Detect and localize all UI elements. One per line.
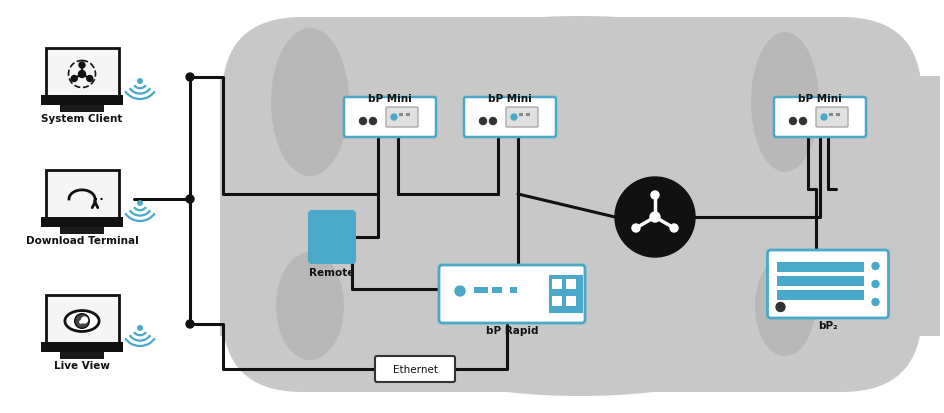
Text: Live View: Live View (54, 360, 110, 370)
Circle shape (872, 263, 879, 270)
FancyBboxPatch shape (375, 356, 455, 382)
Circle shape (81, 317, 88, 324)
Circle shape (87, 76, 93, 82)
FancyBboxPatch shape (399, 114, 403, 117)
FancyBboxPatch shape (519, 114, 523, 117)
FancyBboxPatch shape (344, 98, 436, 138)
FancyBboxPatch shape (552, 279, 562, 289)
Circle shape (138, 80, 143, 84)
Text: Remote: Remote (310, 267, 355, 277)
FancyBboxPatch shape (42, 96, 123, 106)
Ellipse shape (755, 256, 815, 356)
Circle shape (821, 115, 827, 121)
FancyBboxPatch shape (526, 114, 530, 117)
Circle shape (776, 303, 785, 312)
FancyBboxPatch shape (767, 250, 888, 318)
FancyBboxPatch shape (836, 114, 840, 117)
Circle shape (78, 71, 86, 78)
FancyBboxPatch shape (45, 48, 119, 97)
Circle shape (360, 118, 366, 125)
Circle shape (789, 118, 797, 125)
Text: System Client: System Client (42, 114, 123, 124)
Circle shape (186, 195, 194, 204)
Ellipse shape (271, 29, 349, 177)
Circle shape (872, 281, 879, 288)
FancyBboxPatch shape (59, 352, 105, 359)
Text: bP₂: bP₂ (818, 320, 838, 330)
Circle shape (651, 192, 659, 199)
Circle shape (511, 115, 517, 121)
FancyBboxPatch shape (59, 228, 105, 235)
FancyBboxPatch shape (220, 77, 300, 336)
FancyBboxPatch shape (42, 218, 123, 228)
Circle shape (186, 74, 194, 82)
Ellipse shape (65, 311, 99, 332)
FancyBboxPatch shape (774, 98, 866, 138)
Circle shape (480, 118, 486, 125)
Ellipse shape (276, 252, 344, 360)
FancyBboxPatch shape (474, 287, 488, 293)
Circle shape (71, 76, 77, 82)
Text: Download Terminal: Download Terminal (25, 235, 139, 245)
Circle shape (615, 178, 695, 257)
FancyBboxPatch shape (464, 98, 556, 138)
Circle shape (369, 118, 377, 125)
Text: Ethernet: Ethernet (393, 364, 437, 374)
Circle shape (632, 224, 640, 233)
FancyBboxPatch shape (222, 18, 922, 392)
FancyBboxPatch shape (406, 114, 410, 117)
Text: bP Mini: bP Mini (368, 94, 412, 104)
FancyBboxPatch shape (439, 266, 585, 323)
Circle shape (490, 118, 497, 125)
FancyBboxPatch shape (860, 77, 940, 336)
FancyBboxPatch shape (42, 342, 123, 352)
Circle shape (79, 63, 85, 69)
FancyBboxPatch shape (492, 287, 502, 293)
Text: bP Mini: bP Mini (488, 94, 531, 104)
FancyBboxPatch shape (506, 108, 538, 128)
Circle shape (138, 201, 143, 206)
FancyBboxPatch shape (829, 114, 833, 117)
FancyBboxPatch shape (309, 211, 355, 263)
FancyBboxPatch shape (566, 296, 576, 306)
Circle shape (800, 118, 806, 125)
Ellipse shape (751, 33, 819, 173)
Circle shape (670, 224, 678, 233)
Circle shape (455, 286, 465, 296)
Circle shape (138, 326, 143, 330)
FancyBboxPatch shape (59, 106, 105, 113)
FancyBboxPatch shape (552, 296, 562, 306)
FancyBboxPatch shape (45, 170, 119, 219)
Circle shape (79, 320, 83, 324)
Ellipse shape (220, 17, 940, 396)
FancyBboxPatch shape (777, 262, 864, 272)
Text: bP Rapid: bP Rapid (486, 325, 538, 335)
FancyBboxPatch shape (777, 290, 864, 300)
FancyBboxPatch shape (566, 279, 576, 289)
FancyBboxPatch shape (777, 276, 864, 286)
FancyBboxPatch shape (510, 287, 517, 293)
FancyBboxPatch shape (386, 108, 418, 128)
FancyBboxPatch shape (45, 295, 119, 344)
Circle shape (391, 115, 397, 121)
Circle shape (75, 314, 90, 328)
Text: bP Mini: bP Mini (798, 94, 842, 104)
FancyBboxPatch shape (550, 276, 582, 312)
Circle shape (872, 299, 879, 306)
FancyBboxPatch shape (816, 108, 848, 128)
Circle shape (650, 212, 660, 223)
Circle shape (186, 320, 194, 328)
